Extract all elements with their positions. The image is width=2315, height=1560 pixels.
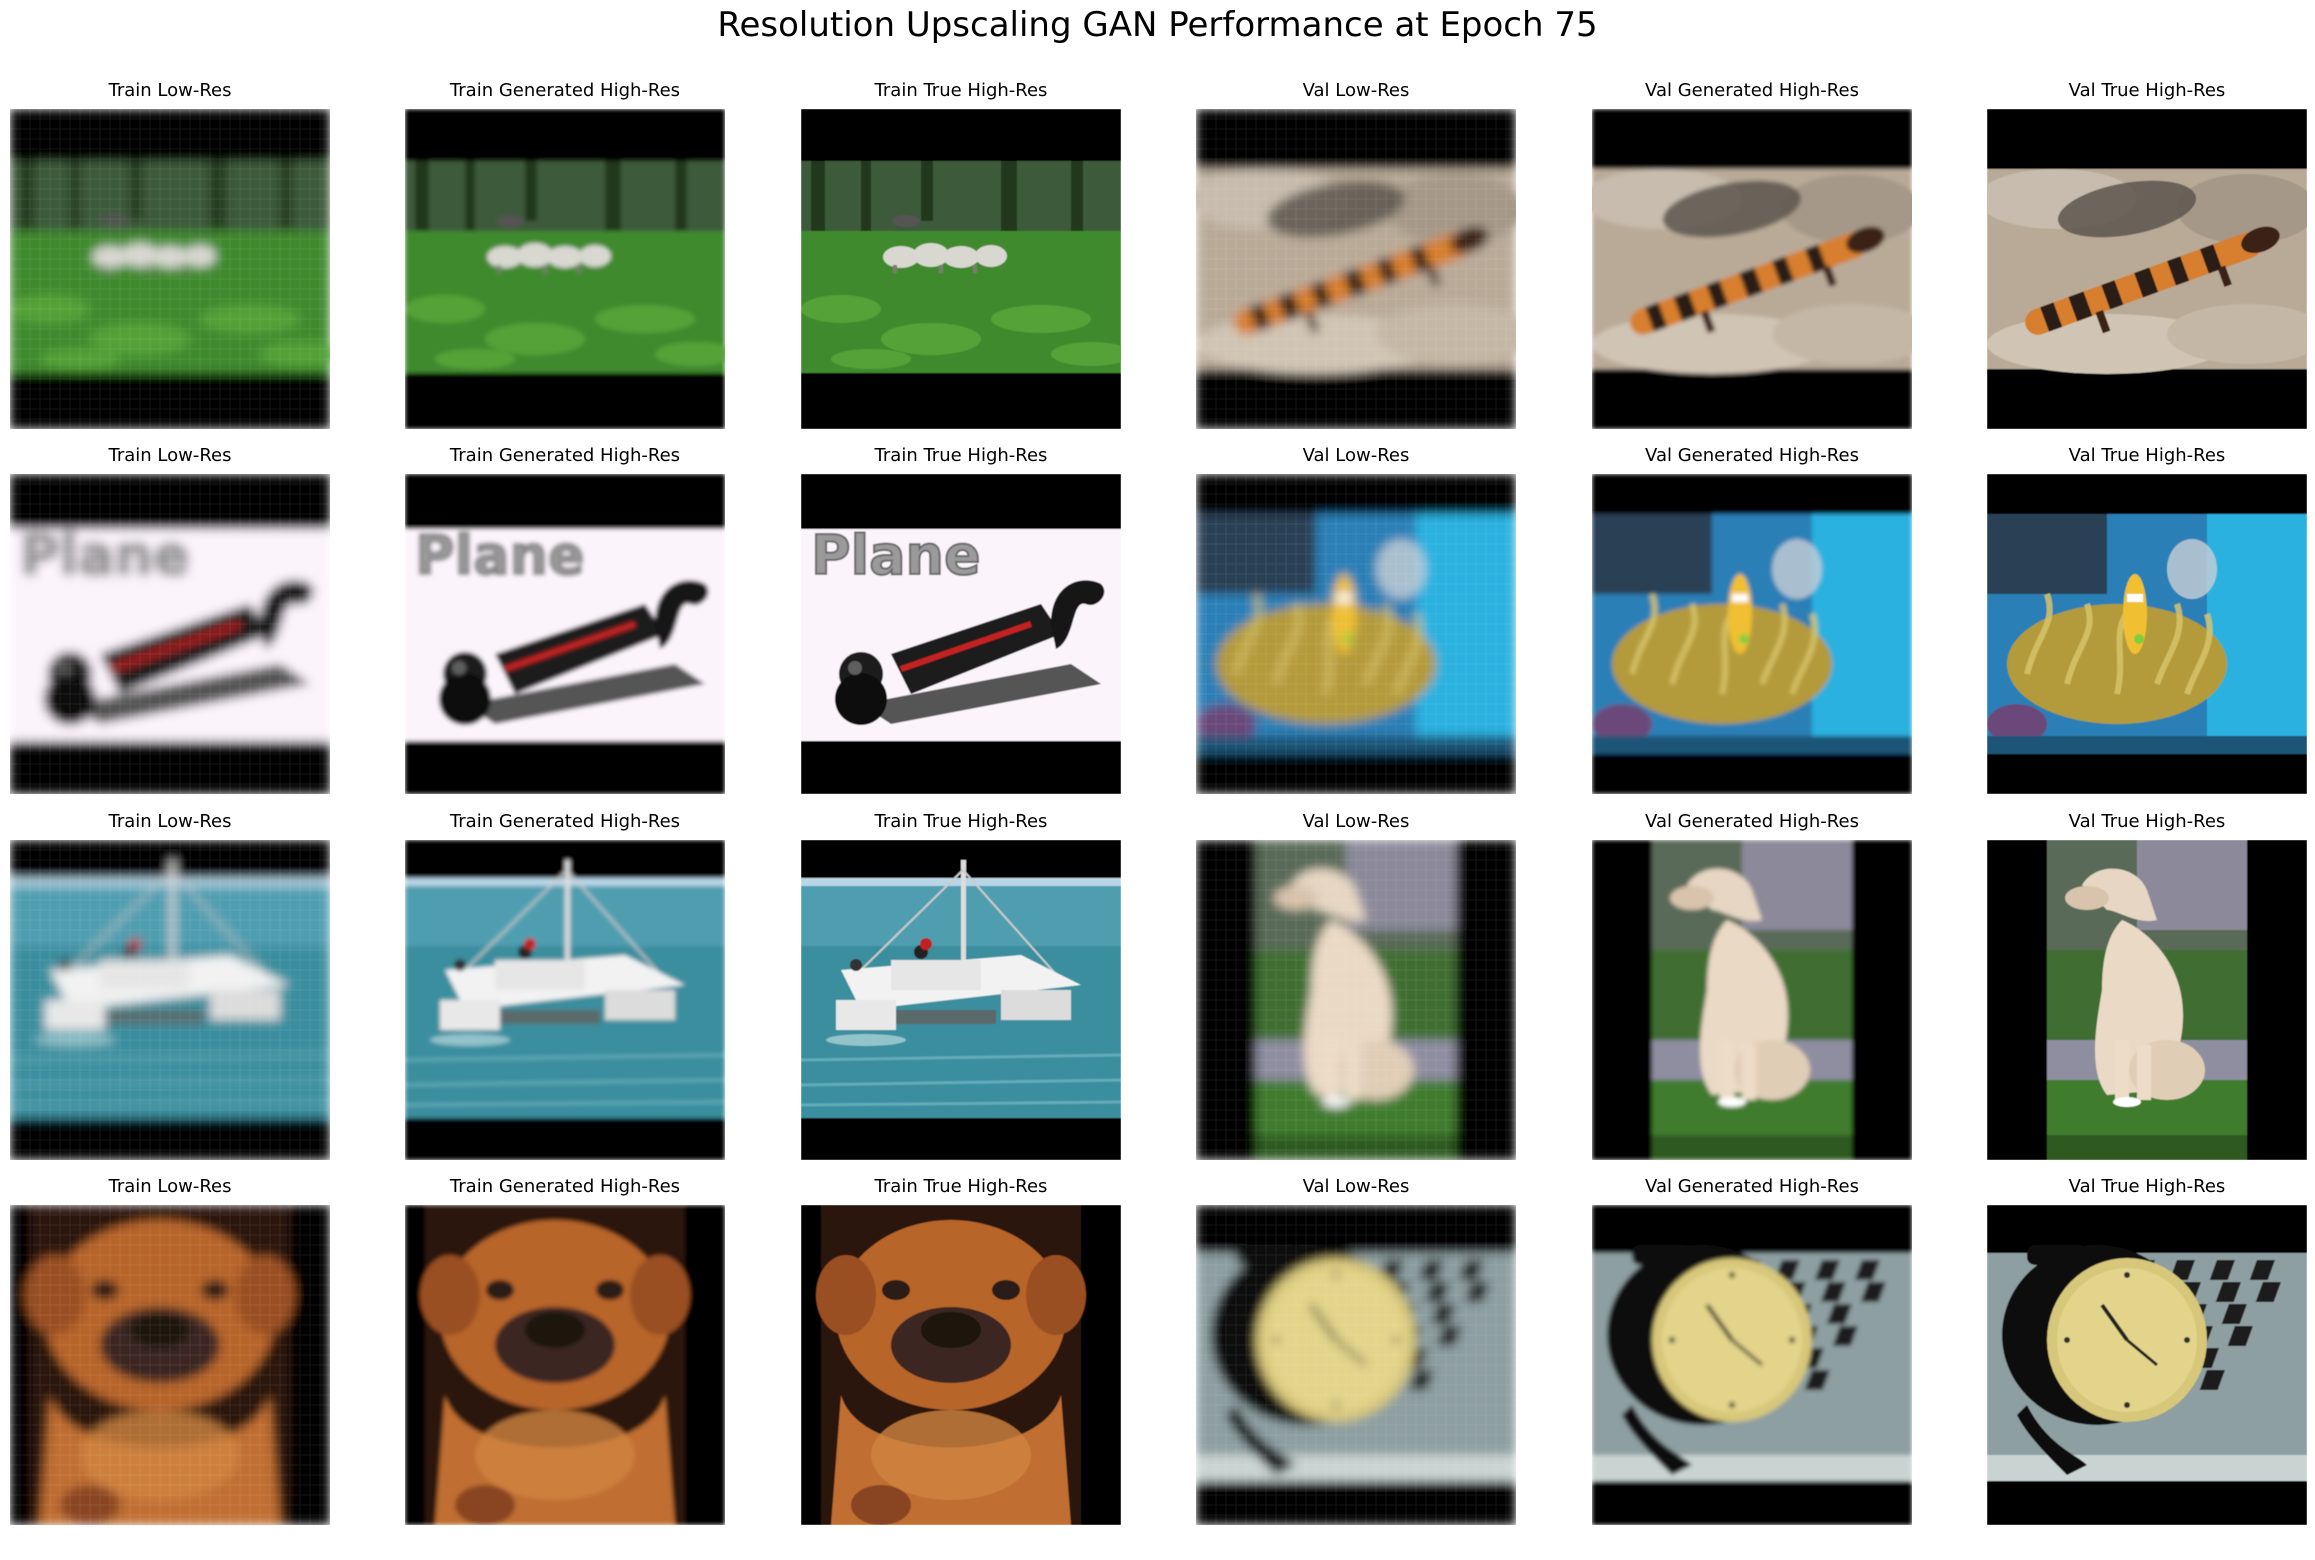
image-panel: Val Generated High-Res	[1592, 810, 1912, 1160]
clock-on-checkerboard-image	[1196, 1205, 1516, 1525]
image-panel: Val True High-Res	[1987, 810, 2307, 1160]
catamaran-boat-image	[801, 840, 1121, 1160]
image-panel: Train True High-Res	[801, 810, 1121, 1160]
small-brown-dog-face-image	[801, 1205, 1121, 1525]
gila-monster-on-rock-image	[1196, 109, 1516, 429]
catamaran-boat-image	[405, 840, 725, 1160]
grass-field-sheep-image	[405, 109, 725, 429]
panel-title: Val True High-Res	[2068, 445, 2226, 466]
panel-title: Train Low-Res	[108, 1176, 232, 1197]
grass-field-sheep-image	[801, 109, 1121, 429]
gila-monster-on-rock-image	[1592, 109, 1912, 429]
image-panel: Val Generated High-Res	[1592, 79, 1912, 429]
image-panel: Train Generated High-Res	[405, 1175, 725, 1525]
catamaran-boat-image	[10, 840, 330, 1160]
svg-text:Plane: Plane	[415, 524, 585, 587]
clownfish-anemone-image	[1196, 474, 1516, 794]
clock-on-checkerboard-image	[1592, 1205, 1912, 1525]
panel-title: Train True High-Res	[874, 1176, 1048, 1197]
svg-text:Plane: Plane	[811, 524, 981, 587]
image-panel: Val Generated High-Res	[1592, 1175, 1912, 1525]
image-panel: Train Low-Res	[10, 79, 330, 429]
panel-title: Train Generated High-Res	[449, 445, 681, 466]
panel-title: Train Generated High-Res	[449, 1176, 681, 1197]
image-panel: Val True High-Res	[1987, 1175, 2307, 1525]
image-panel: Train Generated High-Res	[405, 79, 725, 429]
image-panel: Train Low-Res	[10, 810, 330, 1160]
small-brown-dog-face-image	[10, 1205, 330, 1525]
grass-field-sheep-image	[10, 109, 330, 429]
panel-title: Val Generated High-Res	[1645, 811, 1859, 832]
hand-plane-tool-image: Plane	[801, 474, 1121, 794]
panel-title: Val Low-Res	[1302, 445, 1410, 466]
image-panel: Train Low-Res Plane	[10, 444, 330, 794]
image-panel: Val Low-Res	[1196, 79, 1516, 429]
small-brown-dog-face-image	[405, 1205, 725, 1525]
sitting-dog-image	[1987, 840, 2307, 1160]
panel-title: Val Generated High-Res	[1645, 445, 1859, 466]
image-panel: Train True High-Res Plane	[801, 444, 1121, 794]
panel-title: Train True High-Res	[874, 811, 1048, 832]
panel-title: Train Generated High-Res	[449, 80, 681, 101]
hand-plane-tool-image: Plane	[10, 474, 330, 794]
gila-monster-on-rock-image	[1987, 109, 2307, 429]
panel-title: Train Low-Res	[108, 811, 232, 832]
image-panel: Val True High-Res	[1987, 79, 2307, 429]
panel-title: Train True High-Res	[874, 80, 1048, 101]
panel-title: Train True High-Res	[874, 445, 1048, 466]
svg-text:Plane: Plane	[20, 524, 190, 587]
panel-title: Val True High-Res	[2068, 1176, 2226, 1197]
figure-title: Resolution Upscaling GAN Performance at …	[717, 5, 1598, 45]
image-panel: Train Generated High-Res	[405, 810, 725, 1160]
hand-plane-tool-image: Plane	[405, 474, 725, 794]
panel-title: Val Low-Res	[1302, 80, 1410, 101]
sitting-dog-image	[1196, 840, 1516, 1160]
panel-title: Train Generated High-Res	[449, 811, 681, 832]
image-panel: Train True High-Res	[801, 79, 1121, 429]
image-panel: Train True High-Res	[801, 1175, 1121, 1525]
panel-title: Val Low-Res	[1302, 1176, 1410, 1197]
panel-title: Val Generated High-Res	[1645, 80, 1859, 101]
image-panel: Train Generated High-Res Plane	[405, 444, 725, 794]
image-panel: Val Low-Res	[1196, 1175, 1516, 1525]
clownfish-anemone-image	[1987, 474, 2307, 794]
sitting-dog-image	[1592, 840, 1912, 1160]
panel-title: Val True High-Res	[2068, 80, 2226, 101]
image-panel: Val Low-Res	[1196, 810, 1516, 1160]
panel-title: Train Low-Res	[108, 445, 232, 466]
panel-title: Train Low-Res	[108, 80, 232, 101]
clock-on-checkerboard-image	[1987, 1205, 2307, 1525]
image-panel: Val Low-Res	[1196, 444, 1516, 794]
image-panel: Val True High-Res	[1987, 444, 2307, 794]
panel-title: Val Low-Res	[1302, 811, 1410, 832]
panel-title: Val Generated High-Res	[1645, 1176, 1859, 1197]
image-panel: Val Generated High-Res	[1592, 444, 1912, 794]
image-panel: Train Low-Res	[10, 1175, 330, 1525]
clownfish-anemone-image	[1592, 474, 1912, 794]
panel-title: Val True High-Res	[2068, 811, 2226, 832]
